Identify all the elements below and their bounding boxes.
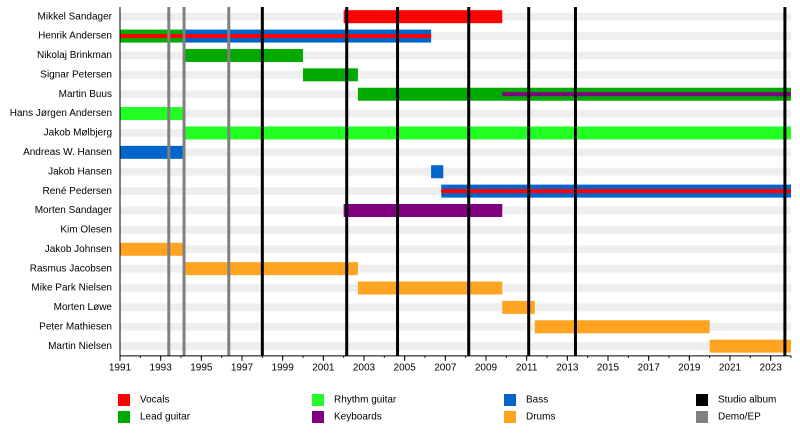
member-label: Jakob Johnsen	[45, 244, 112, 255]
x-tick-label: 2011	[516, 362, 538, 373]
legend-swatch	[504, 394, 516, 406]
member-label: Henrik Andersen	[38, 31, 112, 42]
legend-swatch	[118, 411, 130, 423]
member-bar	[357, 281, 503, 295]
x-tick-label: 1997	[231, 362, 254, 373]
x-tick-label: 1993	[150, 362, 173, 373]
legend-swatch	[312, 394, 324, 406]
member-bar	[431, 165, 444, 179]
legend-label: Rhythm guitar	[334, 395, 397, 406]
legend-label: Vocals	[140, 395, 169, 406]
member-bar	[502, 300, 535, 314]
member-label: Nikolaj Brinkman	[37, 50, 112, 61]
x-tick-label: 2009	[475, 362, 498, 373]
member-bar	[120, 34, 432, 39]
member-bar	[303, 68, 358, 82]
row-stripe	[120, 225, 791, 234]
legend-swatch	[118, 394, 130, 406]
x-tick-label: 2001	[312, 362, 335, 373]
x-tick-label: 2005	[394, 362, 417, 373]
member-label: Hans Jørgen Andersen	[10, 108, 112, 119]
x-tick-label: 2007	[434, 362, 457, 373]
legend-label: Drums	[526, 412, 555, 423]
legend-swatch	[696, 411, 708, 423]
member-bar	[120, 107, 186, 121]
member-label: Rasmus Jacobsen	[30, 263, 112, 274]
x-tick-label: 2023	[760, 362, 783, 373]
member-label: Morten Sandager	[35, 205, 113, 216]
member-label: Martin Nielsen	[48, 341, 112, 352]
x-tick-label: 1991	[109, 362, 132, 373]
row-stripe	[120, 303, 791, 312]
member-label: Jakob Mølbjerg	[44, 128, 112, 139]
legend-label: Keyboards	[334, 412, 382, 423]
x-tick-label: 2015	[597, 362, 620, 373]
member-bar	[343, 10, 503, 24]
row-stripe	[120, 167, 791, 176]
row-stripe	[120, 245, 791, 254]
legend-label: Studio album	[718, 395, 776, 406]
row-stripe	[120, 148, 791, 157]
member-bar	[185, 126, 792, 140]
row-stripe	[120, 70, 791, 79]
x-tick-label: 2019	[678, 362, 701, 373]
x-tick-label: 2013	[556, 362, 579, 373]
member-bar	[185, 262, 358, 276]
member-label: Andreas W. Hansen	[23, 147, 112, 158]
member-bar	[502, 92, 791, 97]
row-stripe	[120, 322, 791, 331]
member-label: Jakob Hansen	[48, 166, 112, 177]
x-tick-label: 1999	[272, 362, 295, 373]
row-stripe	[120, 51, 791, 60]
legend-label: Lead guitar	[140, 412, 191, 423]
legend-label: Demo/EP	[718, 412, 761, 423]
member-label: Kim Olesen	[60, 225, 112, 236]
member-bar	[120, 145, 186, 159]
member-bar	[709, 339, 791, 353]
member-label: Martin Buus	[59, 89, 112, 100]
legend-swatch	[504, 411, 516, 423]
x-tick-label: 2003	[353, 362, 376, 373]
legend-label: Bass	[526, 395, 548, 406]
x-tick-label: 1995	[190, 362, 213, 373]
member-label: Mike Park Nielsen	[31, 283, 112, 294]
member-label: René Pedersen	[43, 186, 113, 197]
legend-swatch	[696, 394, 708, 406]
member-bar	[120, 242, 186, 256]
legend-swatch	[312, 411, 324, 423]
x-tick-label: 2021	[719, 362, 742, 373]
member-label: Morten Løwe	[54, 302, 113, 313]
x-tick-label: 2017	[638, 362, 661, 373]
row-stripe	[120, 109, 791, 118]
row-stripe	[120, 32, 791, 40]
row-stripe	[120, 264, 791, 273]
member-label: Signar Petersen	[40, 69, 112, 80]
member-bar	[343, 203, 503, 217]
member-bar	[441, 189, 791, 194]
member-bar	[534, 320, 710, 334]
member-label: Peter Mathiesen	[39, 321, 112, 332]
row-stripe	[120, 342, 791, 351]
member-bar	[185, 48, 303, 62]
member-label: Mikkel Sandager	[38, 11, 113, 22]
